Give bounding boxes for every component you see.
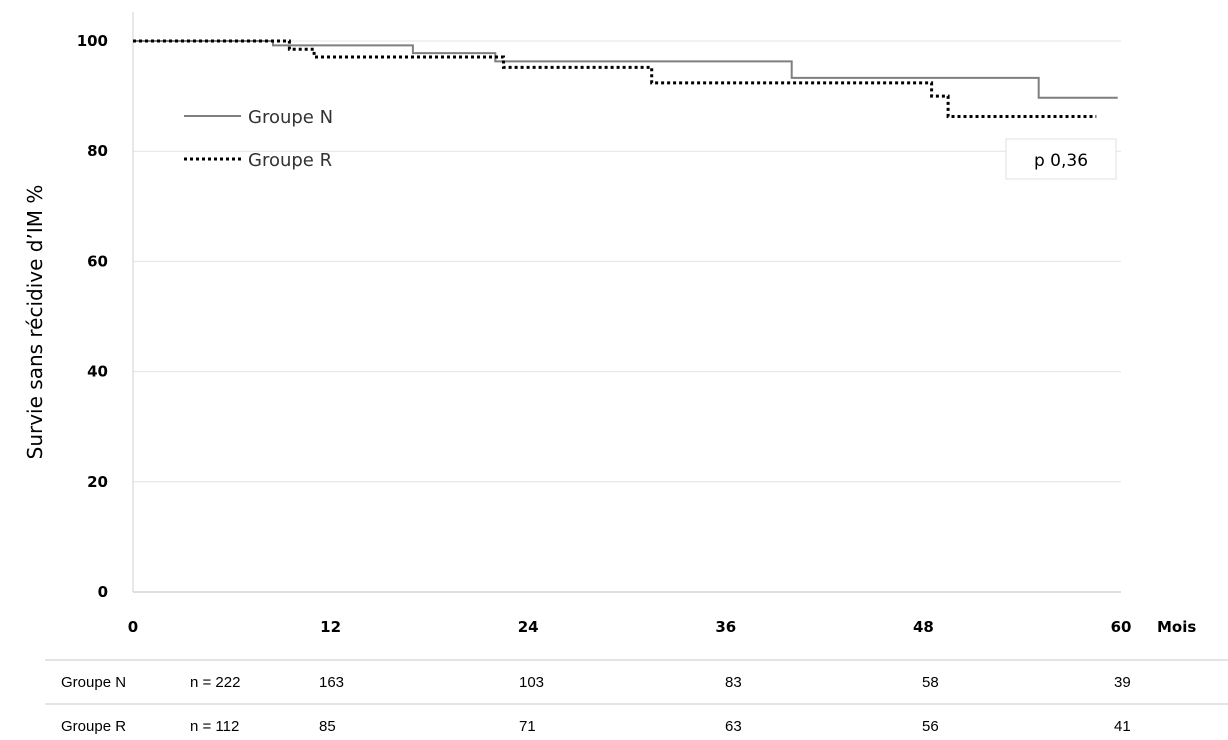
risk-cell: 163 xyxy=(319,674,344,691)
y-tick-label: 20 xyxy=(87,473,108,491)
p-value-annotation: p 0,36 xyxy=(1005,138,1117,180)
legend-label: Groupe R xyxy=(248,150,332,171)
risk-row-label: Groupe R xyxy=(61,718,126,735)
p-value-box xyxy=(1005,138,1117,180)
risk-cell: 63 xyxy=(725,718,742,735)
gridlines xyxy=(133,40,1121,483)
risk-row-label: Groupe N xyxy=(61,674,126,691)
risk-cell: 41 xyxy=(1114,718,1131,735)
y-tick-label: 40 xyxy=(87,363,108,381)
risk-row-n: n = 222 xyxy=(190,674,240,691)
legend-label: Groupe N xyxy=(248,107,333,128)
series-line-2 xyxy=(133,39,1097,118)
risk-table: Groupe N n = 222 163 103 83 58 39 Groupe R n = 1… xyxy=(45,659,1228,735)
x-tick-label: 36 xyxy=(715,618,736,636)
y-tick-label: 0 xyxy=(98,583,108,601)
x-tick-labels: 0 12 24 36 48 60 xyxy=(128,618,1132,636)
legend: Groupe N Groupe R xyxy=(184,107,333,171)
x-tick-label: 60 xyxy=(1111,618,1132,636)
risk-cell: 39 xyxy=(1114,674,1131,691)
series-line-1 xyxy=(133,40,1118,99)
risk-cell: 103 xyxy=(519,674,544,691)
risk-cell: 83 xyxy=(725,674,742,691)
p-value-text: p 0,36 xyxy=(1034,151,1088,171)
x-tick-label: 48 xyxy=(913,618,934,636)
risk-cell: 56 xyxy=(922,718,939,735)
x-tick-label: 12 xyxy=(320,618,341,636)
risk-cell: 58 xyxy=(922,674,939,691)
y-tick-label: 100 xyxy=(77,32,108,50)
x-axis-unit: Mois xyxy=(1157,618,1196,636)
y-tick-label: 60 xyxy=(87,252,108,270)
x-tick-label: 0 xyxy=(128,618,138,636)
risk-cell: 71 xyxy=(519,718,536,735)
y-tick-labels: 0 20 40 60 80 100 xyxy=(77,32,108,601)
series-layer xyxy=(133,39,1118,118)
x-tick-label: 24 xyxy=(518,618,539,636)
risk-row-n: n = 112 xyxy=(190,718,239,735)
y-axis-label: Survie sans récidive d’IM % xyxy=(23,185,47,460)
y-tick-label: 80 xyxy=(87,142,108,160)
risk-cell: 85 xyxy=(319,718,336,735)
